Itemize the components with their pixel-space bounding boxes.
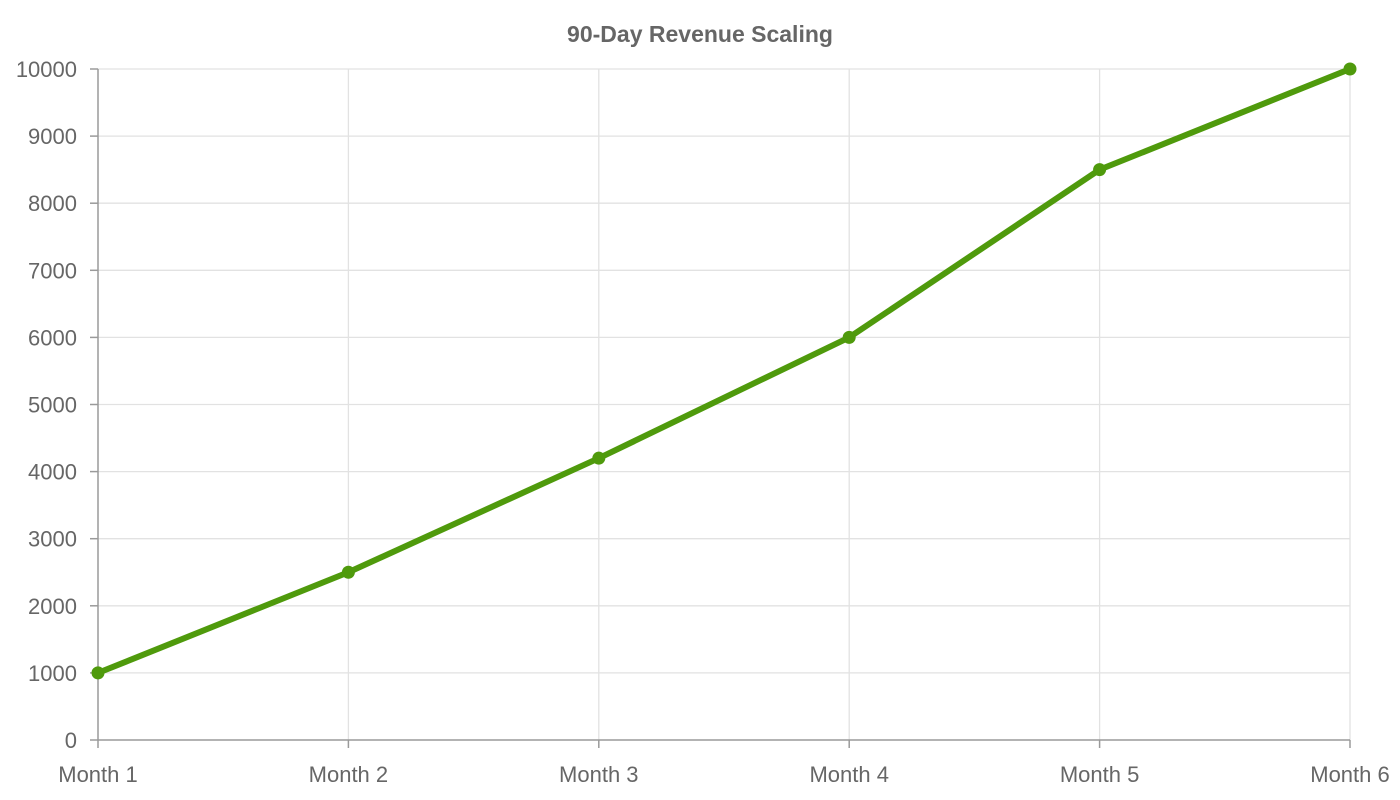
y-axis-ticks: 0 1000 2000 3000 4000 5000 6000 7000 8000 9000 100…	[16, 57, 98, 753]
data-point[interactable]	[1343, 62, 1357, 76]
y-tick-label: 6000	[28, 325, 77, 350]
y-tick-label: 5000	[28, 393, 77, 418]
chart-title: 90-Day Revenue Scaling	[567, 21, 833, 47]
series-line	[95, 66, 1353, 676]
x-tick-label: Month 6	[1310, 762, 1390, 787]
series-group	[91, 62, 1357, 680]
x-tick-label: Month 3	[559, 762, 639, 787]
x-tick-label: Month 4	[809, 762, 889, 787]
y-tick-label: 8000	[28, 191, 77, 216]
y-tick-label: 1000	[28, 661, 77, 686]
x-tick-label: Month 2	[309, 762, 389, 787]
data-point[interactable]	[1093, 163, 1107, 177]
data-point[interactable]	[842, 330, 856, 344]
y-tick-label: 0	[65, 728, 77, 753]
y-tick-label: 3000	[28, 527, 77, 552]
x-tick-label: Month 5	[1060, 762, 1140, 787]
y-tick-label: 2000	[28, 594, 77, 619]
data-point[interactable]	[341, 565, 355, 579]
data-point[interactable]	[592, 451, 606, 465]
data-point[interactable]	[91, 666, 105, 680]
y-tick-label: 9000	[28, 124, 77, 149]
x-axis-ticks: Month 1 Month 2 Month 3 Month 4 Month 5 Month…	[58, 740, 1390, 787]
y-tick-label: 7000	[28, 258, 77, 283]
y-tick-label: 4000	[28, 460, 77, 485]
x-tick-label: Month 1	[58, 762, 138, 787]
grid	[98, 68, 1351, 740]
y-tick-label: 10000	[16, 57, 77, 82]
